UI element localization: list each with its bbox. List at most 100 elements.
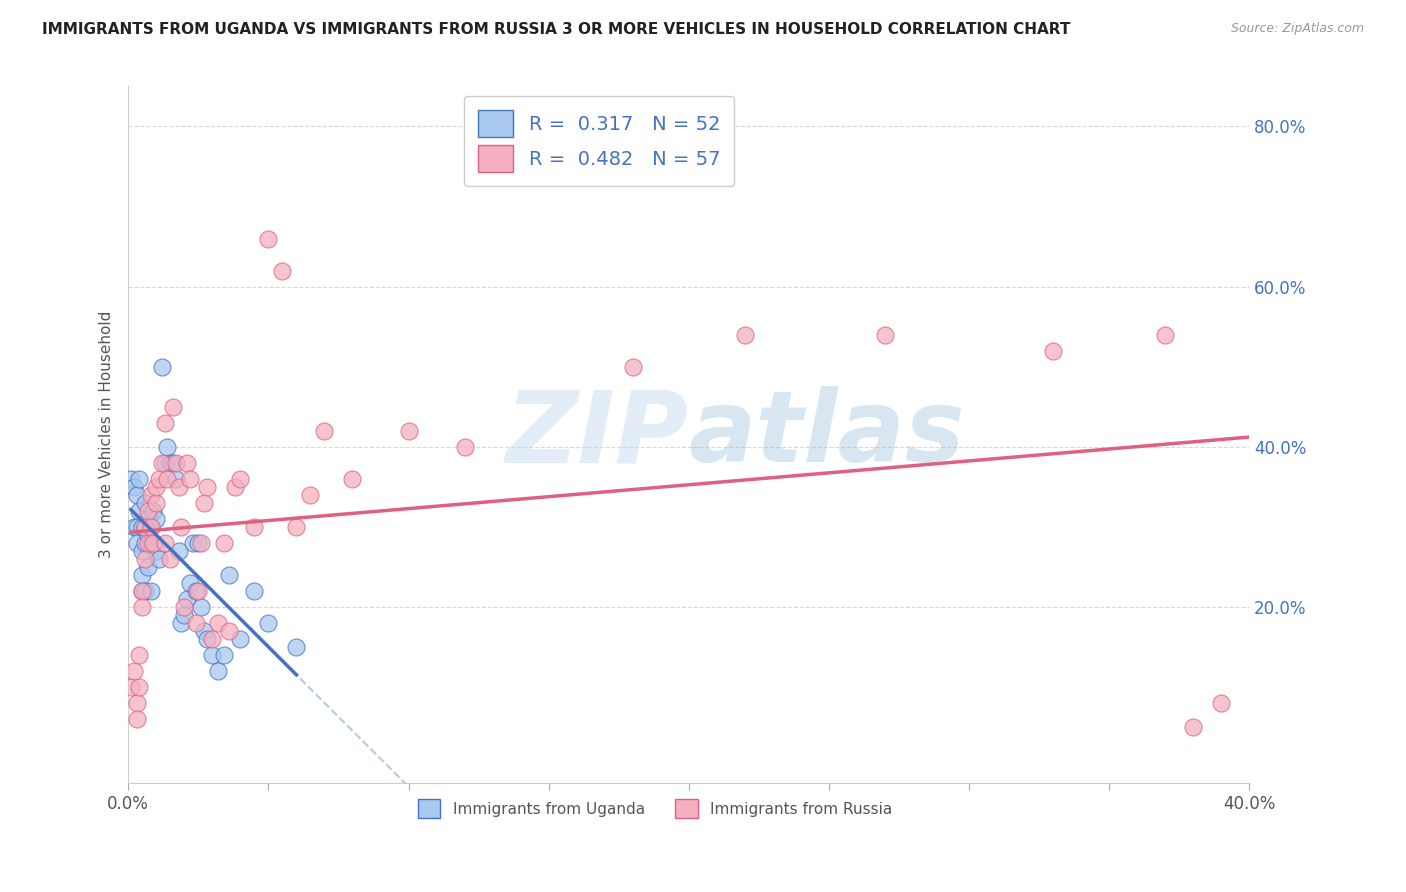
Point (212, 648, 235, 662)
Y-axis label: 3 or more Vehicles in Household: 3 or more Vehicles in Household (100, 311, 114, 558)
Point (120, 472, 142, 486)
Point (1211, 696, 1233, 710)
Text: atlas: atlas (689, 386, 966, 483)
Point (170, 520, 193, 534)
Point (176, 456, 198, 470)
Point (131, 599, 153, 614)
Point (159, 551, 181, 566)
Point (167, 544, 190, 558)
Point (1154, 327, 1177, 342)
Point (342, 472, 364, 486)
Point (122, 520, 145, 534)
Point (142, 536, 165, 550)
Point (131, 520, 153, 534)
Point (120, 680, 142, 694)
Point (243, 520, 266, 534)
Point (125, 520, 148, 534)
Point (136, 559, 159, 574)
Point (134, 520, 156, 534)
Point (125, 536, 148, 550)
Point (181, 536, 204, 550)
Point (145, 512, 167, 526)
Point (139, 520, 162, 534)
Point (229, 472, 252, 486)
Text: IMMIGRANTS FROM UGANDA VS IMMIGRANTS FROM RUSSIA 3 OR MORE VEHICLES IN HOUSEHOLD: IMMIGRANTS FROM UGANDA VS IMMIGRANTS FRO… (42, 22, 1070, 37)
Point (187, 536, 209, 550)
Point (145, 544, 167, 558)
Point (176, 591, 198, 606)
Point (128, 648, 150, 662)
Point (134, 496, 156, 510)
Point (136, 536, 159, 550)
Point (207, 664, 229, 678)
Point (187, 583, 209, 598)
Point (190, 536, 212, 550)
Point (128, 680, 150, 694)
Point (218, 567, 240, 582)
Point (195, 480, 218, 494)
Point (257, 615, 280, 630)
Point (398, 424, 420, 438)
Point (131, 544, 153, 558)
Point (170, 615, 193, 630)
Point (131, 583, 153, 598)
Point (139, 583, 162, 598)
Point (156, 472, 179, 486)
Point (173, 607, 195, 622)
Point (156, 440, 179, 454)
Point (167, 480, 190, 494)
Point (218, 624, 240, 638)
Point (153, 456, 176, 470)
Point (134, 520, 156, 534)
Point (453, 440, 475, 454)
Point (150, 359, 173, 374)
Point (314, 424, 336, 438)
Point (165, 472, 187, 486)
Point (165, 456, 187, 470)
Point (150, 456, 173, 470)
Point (131, 583, 153, 598)
Point (159, 456, 181, 470)
Point (136, 504, 159, 518)
Point (136, 512, 159, 526)
Point (139, 536, 162, 550)
Point (184, 583, 207, 598)
Point (139, 488, 162, 502)
Point (734, 327, 756, 342)
Point (125, 488, 148, 502)
Point (131, 567, 153, 582)
Point (153, 536, 176, 550)
Point (201, 648, 224, 662)
Point (285, 520, 308, 534)
Point (201, 632, 224, 646)
Point (122, 480, 145, 494)
Point (128, 504, 150, 518)
Point (243, 583, 266, 598)
Point (190, 599, 212, 614)
Point (148, 472, 170, 486)
Point (134, 536, 156, 550)
Point (193, 496, 215, 510)
Point (271, 263, 294, 277)
Legend: Immigrants from Uganda, Immigrants from Russia: Immigrants from Uganda, Immigrants from … (412, 793, 898, 824)
Point (1182, 720, 1205, 734)
Point (125, 696, 148, 710)
Point (145, 480, 167, 494)
Point (153, 416, 176, 430)
Text: ZIP: ZIP (506, 386, 689, 483)
Point (179, 472, 201, 486)
Point (285, 640, 308, 654)
Point (122, 664, 145, 678)
Point (136, 528, 159, 542)
Point (1042, 343, 1064, 358)
Point (299, 488, 322, 502)
Point (142, 504, 165, 518)
Point (139, 520, 162, 534)
Point (173, 599, 195, 614)
Point (162, 400, 184, 414)
Point (207, 615, 229, 630)
Point (873, 327, 896, 342)
Point (257, 231, 280, 245)
Point (134, 551, 156, 566)
Point (229, 632, 252, 646)
